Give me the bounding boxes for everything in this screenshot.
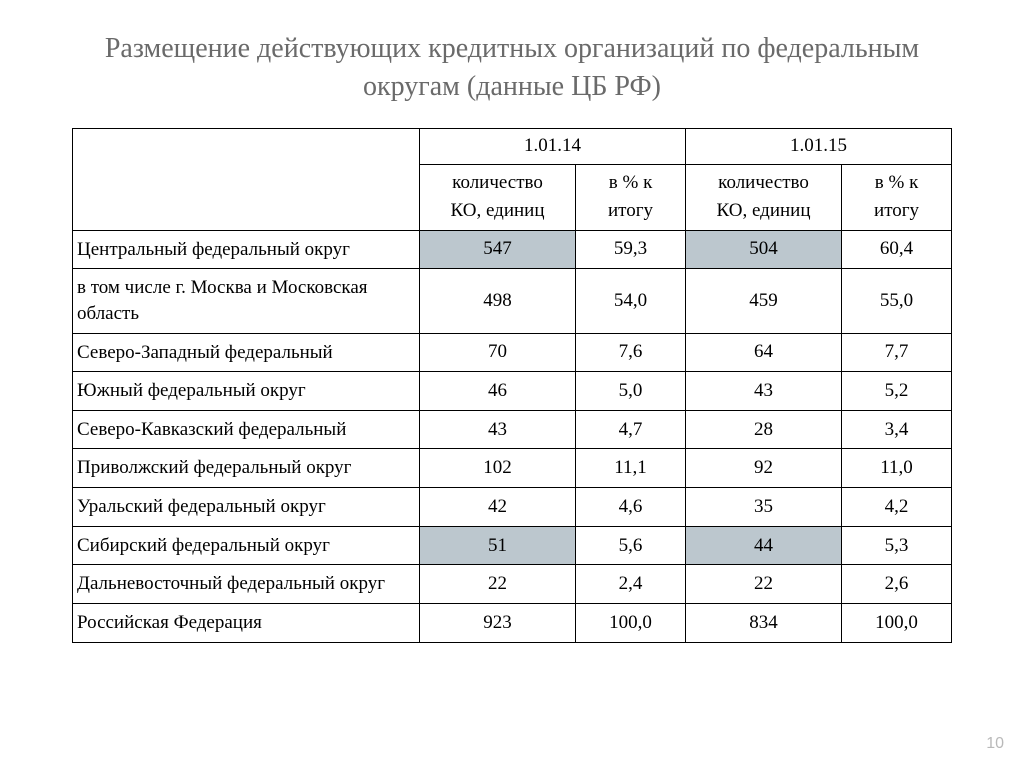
- cell-p1: 4,6: [576, 488, 686, 527]
- cell-q1: 51: [419, 526, 575, 565]
- cell-q2: 504: [685, 230, 841, 269]
- table-row: Южный федеральный округ465,0435,2: [73, 372, 952, 411]
- table-row: в том числе г. Москва и Московская облас…: [73, 269, 952, 333]
- cell-q2: 64: [685, 333, 841, 372]
- cell-p1: 100,0: [576, 604, 686, 643]
- sub-header-pct-1: в % китогу: [576, 164, 686, 230]
- sub-header-qty-1: количествоКО, единиц: [419, 164, 575, 230]
- cell-p2: 7,7: [842, 333, 952, 372]
- slide-container: Размещение действующих кредитных организ…: [0, 0, 1024, 767]
- row-label: Дальневосточный федеральный округ: [73, 565, 420, 604]
- sub-header-qty-text: количествоКО, единиц: [451, 172, 545, 222]
- cell-p2: 11,0: [842, 449, 952, 488]
- table-body: 1.01.14 1.01.15 количествоКО, единиц в %…: [73, 128, 952, 642]
- cell-q2: 44: [685, 526, 841, 565]
- table-header-row-dates: 1.01.14 1.01.15: [73, 128, 952, 164]
- row-label: Приволжский федеральный округ: [73, 449, 420, 488]
- cell-q2: 834: [685, 604, 841, 643]
- row-label: Сибирский федеральный округ: [73, 526, 420, 565]
- cell-q1: 46: [419, 372, 575, 411]
- cell-p2: 5,3: [842, 526, 952, 565]
- cell-p1: 54,0: [576, 269, 686, 333]
- table-row: Северо-Западный федеральный707,6647,7: [73, 333, 952, 372]
- cell-p1: 7,6: [576, 333, 686, 372]
- row-label: Северо-Кавказский федеральный: [73, 410, 420, 449]
- page-number: 10: [986, 735, 1004, 753]
- cell-p2: 5,2: [842, 372, 952, 411]
- sub-header-pct-2: в % китогу: [842, 164, 952, 230]
- row-label: Уральский федеральный округ: [73, 488, 420, 527]
- cell-p1: 5,0: [576, 372, 686, 411]
- cell-q1: 43: [419, 410, 575, 449]
- cell-q1: 70: [419, 333, 575, 372]
- table-row: Приволжский федеральный округ10211,19211…: [73, 449, 952, 488]
- cell-q2: 35: [685, 488, 841, 527]
- data-table: 1.01.14 1.01.15 количествоКО, единиц в %…: [72, 128, 952, 643]
- table-row: Сибирский федеральный округ515,6445,3: [73, 526, 952, 565]
- table-row: Уральский федеральный округ424,6354,2: [73, 488, 952, 527]
- cell-p1: 59,3: [576, 230, 686, 269]
- table-row: Центральный федеральный округ54759,35046…: [73, 230, 952, 269]
- period-header-1: 1.01.14: [419, 128, 685, 164]
- sub-header-qty-text: количествоКО, единиц: [717, 172, 811, 222]
- cell-q2: 28: [685, 410, 841, 449]
- cell-p1: 2,4: [576, 565, 686, 604]
- cell-p2: 55,0: [842, 269, 952, 333]
- cell-p2: 60,4: [842, 230, 952, 269]
- row-label: Центральный федеральный округ: [73, 230, 420, 269]
- sub-header-pct-text: в % китогу: [874, 172, 919, 222]
- cell-q1: 547: [419, 230, 575, 269]
- table-row: Российская Федерация923100,0834100,0: [73, 604, 952, 643]
- cell-q2: 459: [685, 269, 841, 333]
- row-label: Северо-Западный федеральный: [73, 333, 420, 372]
- cell-q1: 498: [419, 269, 575, 333]
- table-row: Северо-Кавказский федеральный434,7283,4: [73, 410, 952, 449]
- cell-q1: 923: [419, 604, 575, 643]
- cell-p2: 3,4: [842, 410, 952, 449]
- row-label: Южный федеральный округ: [73, 372, 420, 411]
- sub-header-qty-2: количествоКО, единиц: [685, 164, 841, 230]
- period-header-2: 1.01.15: [685, 128, 951, 164]
- cell-q2: 22: [685, 565, 841, 604]
- cell-p2: 100,0: [842, 604, 952, 643]
- slide-title: Размещение действующих кредитных организ…: [72, 30, 952, 106]
- cell-p1: 5,6: [576, 526, 686, 565]
- cell-p1: 4,7: [576, 410, 686, 449]
- corner-cell: [73, 128, 420, 230]
- sub-header-pct-text: в % китогу: [608, 172, 653, 222]
- cell-q2: 92: [685, 449, 841, 488]
- cell-p1: 11,1: [576, 449, 686, 488]
- cell-p2: 4,2: [842, 488, 952, 527]
- cell-q1: 22: [419, 565, 575, 604]
- cell-p2: 2,6: [842, 565, 952, 604]
- row-label: в том числе г. Москва и Московская облас…: [73, 269, 420, 333]
- cell-q2: 43: [685, 372, 841, 411]
- cell-q1: 42: [419, 488, 575, 527]
- row-label: Российская Федерация: [73, 604, 420, 643]
- table-row: Дальневосточный федеральный округ222,422…: [73, 565, 952, 604]
- cell-q1: 102: [419, 449, 575, 488]
